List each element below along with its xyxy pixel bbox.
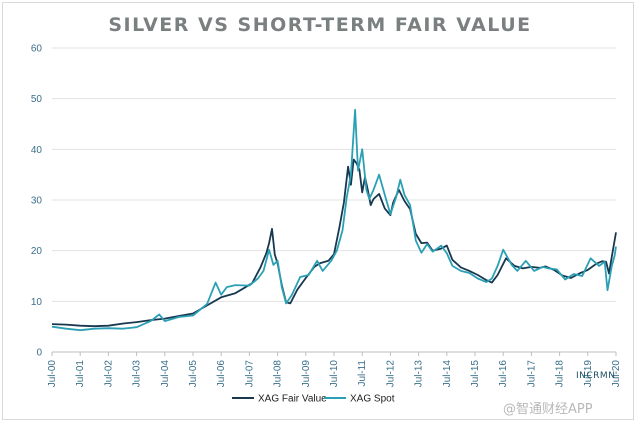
x-tick-label: Jul-06	[216, 360, 227, 388]
x-tick-label: Jul-20	[611, 360, 622, 388]
x-tick-label: Jul-14	[442, 360, 453, 388]
x-tick-label: Jul-12	[385, 360, 396, 388]
y-tick-label: 10	[31, 297, 43, 308]
x-tick-label: Jul-11	[357, 360, 368, 387]
y-tick-label: 0	[36, 348, 42, 359]
watermark: @智通财经APP	[503, 402, 593, 417]
legend-label: XAG Spot	[350, 394, 395, 405]
x-tick-label: Jul-17	[526, 360, 537, 388]
legend-label: XAG Fair Value	[258, 394, 327, 405]
y-tick-label: 40	[31, 145, 43, 156]
chart-title: SILVER VS SHORT-TERM FAIR VALUE	[108, 14, 532, 36]
x-tick-label: Jul-07	[244, 360, 255, 388]
y-tick-label: 20	[31, 246, 43, 257]
y-tick-label: 30	[31, 196, 43, 207]
y-tick-label: 60	[31, 44, 43, 55]
x-tick-label: Jul-00	[47, 360, 58, 388]
x-tick-label: Jul-13	[414, 360, 425, 388]
x-tick-label: Jul-03	[132, 360, 143, 388]
x-tick-label: Jul-19	[583, 360, 594, 388]
x-tick-label: Jul-10	[329, 360, 340, 388]
series-line-xag-spot	[51, 108, 617, 332]
x-tick-label: Jul-16	[498, 360, 509, 388]
x-tick-label: Jul-04	[160, 360, 171, 388]
x-tick-label: Jul-15	[470, 360, 481, 388]
chart-frame	[2, 2, 634, 420]
series-line-xag-fair-value	[51, 158, 617, 328]
x-tick-label: Jul-02	[103, 360, 114, 388]
brand-logo: INCRMN	[576, 371, 616, 381]
y-tick-label: 50	[31, 94, 43, 105]
x-tick-label: Jul-18	[555, 360, 566, 388]
x-tick-label: Jul-01	[75, 360, 86, 388]
x-tick-label: Jul-08	[273, 360, 284, 388]
x-tick-label: Jul-05	[188, 360, 199, 388]
x-tick-label: Jul-09	[301, 360, 312, 388]
